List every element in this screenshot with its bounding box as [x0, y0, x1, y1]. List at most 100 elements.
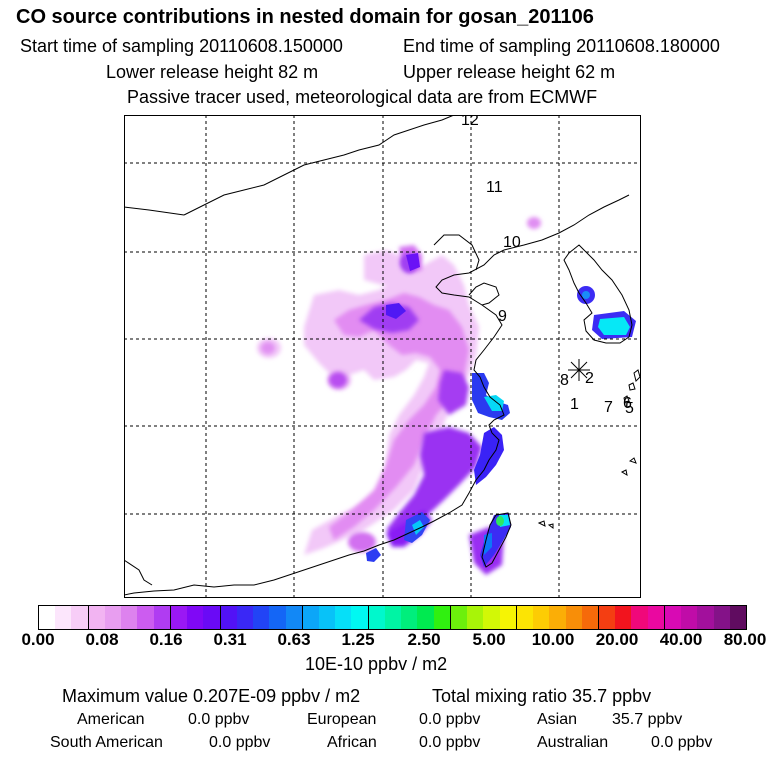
- plume-core-guangdong: [366, 548, 381, 562]
- release-lower: Lower release height 82 m: [106, 62, 319, 82]
- plume-peak-south: [412, 520, 424, 535]
- plot-title: CO source contributions in nested domain…: [16, 6, 594, 28]
- colorbar-swatch: [335, 606, 352, 629]
- colorbar-swatch: [729, 606, 747, 629]
- traj-label-7: 7: [604, 399, 613, 416]
- colorbar-swatch: [697, 606, 714, 629]
- colorbar-swatch: [285, 606, 303, 629]
- african-label: African: [327, 734, 377, 751]
- australian-label: Australian: [537, 734, 609, 751]
- colorbar-swatch: [137, 606, 154, 629]
- graticule: [124, 115, 641, 598]
- colorbar-swatch: [153, 606, 171, 629]
- traj-label-1: 1: [570, 396, 579, 413]
- south-american-label: South American: [50, 734, 163, 751]
- american-label: American: [77, 711, 145, 728]
- colorbar-tick-label: 0.16: [149, 630, 183, 649]
- colorbar-swatch: [615, 606, 632, 629]
- sampling-start: Start time of sampling 20110608.150000: [20, 36, 343, 56]
- colorbar-swatch: [170, 606, 188, 629]
- colorbar-swatch: [483, 606, 500, 629]
- colorbar-swatch: [71, 606, 89, 629]
- plume-core-fujian: [474, 427, 504, 485]
- australian-value: 0.0 ppbv: [651, 734, 713, 751]
- colorbar-swatch: [681, 606, 698, 629]
- colorbar-swatch: [499, 606, 517, 629]
- colorbar-swatch: [236, 606, 254, 629]
- colorbar-swatch: [417, 606, 434, 629]
- colorbar-swatch: [269, 606, 286, 629]
- colorbar-swatch: [39, 606, 56, 629]
- colorbar-swatch: [516, 606, 534, 629]
- plume-taiwan: [480, 513, 511, 567]
- traj-label-9: 9: [498, 308, 507, 325]
- colorbar-swatch: [121, 606, 138, 629]
- colorbar-tick-label: 80.00: [723, 630, 767, 649]
- colorbar-tick-label: 0.00: [21, 630, 55, 649]
- colorbar-swatch: [647, 606, 665, 629]
- plume-peak-yangtze: [484, 395, 504, 411]
- colorbar: [38, 605, 747, 630]
- release-upper: Upper release height 62 m: [403, 62, 616, 82]
- colorbar-swatch: [713, 606, 730, 629]
- european-value: 0.0 ppbv: [419, 711, 481, 728]
- colorbar-tick-label: 0.31: [213, 630, 247, 649]
- maximum-value: Maximum value 0.207E-09 ppbv / m2: [62, 686, 361, 706]
- colorbar-swatch: [203, 606, 221, 629]
- asian-label: Asian: [537, 711, 578, 728]
- sampling-end: End time of sampling 20110608.180000: [403, 36, 720, 56]
- traj-label-11: 11: [486, 179, 503, 196]
- colorbar-swatch: [631, 606, 648, 629]
- receptor-marker: [568, 359, 590, 381]
- colorbar-swatch: [581, 606, 599, 629]
- map-frame: [124, 115, 641, 598]
- colorbar-tick-label: 1.25: [341, 630, 375, 649]
- colorbar-swatch: [368, 606, 385, 629]
- american-value: 0.0 ppbv: [188, 711, 250, 728]
- traj-label-10: 10: [503, 234, 521, 251]
- colorbar-swatch: [220, 606, 237, 629]
- traj-label-2: 2: [585, 370, 594, 387]
- colorbar-tick-label: 5.00: [472, 630, 506, 649]
- colorbar-swatch: [384, 606, 402, 629]
- traj-label-12: 12: [461, 115, 479, 129]
- colorbar-swatch: [253, 606, 270, 629]
- south-american-value: 0.0 ppbv: [209, 734, 271, 751]
- colorbar-tick-label: 10.00: [531, 630, 575, 649]
- colorbar-swatch: [88, 606, 105, 629]
- traj-label-6: 6: [623, 395, 632, 412]
- colorbar-swatch: [533, 606, 550, 629]
- colorbar-swatch: [433, 606, 451, 629]
- colorbar-swatch: [549, 606, 566, 629]
- traj-label-8: 8: [560, 372, 569, 389]
- african-value: 0.0 ppbv: [419, 734, 481, 751]
- european-label: European: [307, 711, 377, 728]
- colorbar-swatch: [401, 606, 418, 629]
- colorbar-tick-label: 0.63: [277, 630, 311, 649]
- total-mixing-ratio: Total mixing ratio 35.7 ppbv: [432, 686, 652, 706]
- colorbar-swatch: [450, 606, 468, 629]
- trajectory-labels: 12 11 10 9 8 2 1 7 6 5: [461, 115, 634, 417]
- colorbar-swatch: [104, 606, 122, 629]
- colorbar-swatch: [302, 606, 319, 629]
- colorbar-units: 10E-10 ppbv / m2: [305, 654, 448, 674]
- colorbar-swatch: [351, 606, 369, 629]
- colorbar-swatch: [55, 606, 72, 629]
- concentration-field: [257, 217, 636, 575]
- plume-core-bohai: [406, 253, 420, 271]
- colorbar-swatch: [565, 606, 582, 629]
- colorbar-swatch: [664, 606, 682, 629]
- colorbar-swatch: [598, 606, 616, 629]
- colorbar-tick-label: 0.08: [85, 630, 119, 649]
- colorbar-swatch: [187, 606, 204, 629]
- tracer-info: Passive tracer used, meteorological data…: [127, 87, 598, 107]
- plume-core-north: [386, 303, 406, 319]
- colorbar-swatch: [467, 606, 484, 629]
- traj-label-5: 5: [625, 400, 634, 417]
- asian-value: 35.7 ppbv: [612, 711, 683, 728]
- map-panel: 12 11 10 9 8 2 1 7 6 5: [124, 115, 641, 598]
- colorbar-tick-label: 40.00: [659, 630, 703, 649]
- colorbar-tick-label: 20.00: [595, 630, 639, 649]
- colorbar-tick-label: 2.50: [407, 630, 441, 649]
- colorbar-swatch: [318, 606, 336, 629]
